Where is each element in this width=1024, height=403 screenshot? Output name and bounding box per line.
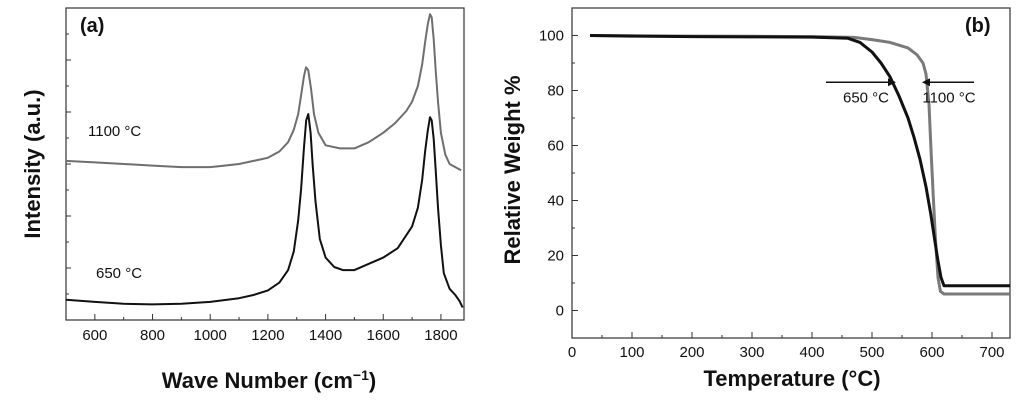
annotation-650c-a: 650 °C bbox=[96, 265, 142, 282]
panel-b-xtick-label: 400 bbox=[799, 344, 824, 361]
panel-b-frame bbox=[571, 7, 1011, 339]
panel-a-xlabel-main: Wave Number (cm bbox=[162, 368, 353, 393]
panel-b-series bbox=[589, 34, 1010, 296]
panel-b-xtick-label: 200 bbox=[679, 344, 704, 361]
panel-a-raman: 600 800 1000 1200 1400 1600 1800 (a) 1100 °C 6… bbox=[20, 7, 465, 393]
series-line bbox=[589, 34, 1010, 288]
arrow-650c-head bbox=[888, 78, 896, 87]
panel-a-label: (a) bbox=[80, 15, 104, 37]
panel-a-xtick-label: 1600 bbox=[367, 327, 400, 344]
panel-b-xlabel: Temperature (°C) bbox=[703, 366, 880, 391]
panel-a-xlabel-sup: −1 bbox=[353, 367, 369, 383]
panel-b-label: (b) bbox=[965, 15, 991, 37]
panel-b-ytick-label: 100 bbox=[539, 28, 564, 45]
panel-b-ylabel: Relative Weight % bbox=[500, 75, 525, 264]
panel-a-xtick-label: 600 bbox=[82, 327, 107, 344]
panel-b-xtick-label: 100 bbox=[619, 344, 644, 361]
panel-a-xtick-label: 800 bbox=[140, 327, 165, 344]
panel-b-ytick-label: 40 bbox=[547, 193, 564, 210]
panel-b-tga: 0 100 200 300 400 500 600 700 0 20 40 60 80 100 (b) 6… bbox=[500, 7, 1011, 391]
panel-b-xtick-label: 700 bbox=[979, 344, 1004, 361]
panel-b-arrows bbox=[826, 78, 974, 87]
annotation-1100c-a: 1100 °C bbox=[88, 123, 141, 140]
panel-a-xtick-label: 1200 bbox=[251, 327, 284, 344]
panel-a-ylabel: Intensity (a.u.) bbox=[20, 89, 45, 238]
series-line bbox=[65, 13, 462, 172]
annotation-650c-b: 650 °C bbox=[843, 89, 889, 106]
panel-a-xtick-label: 1800 bbox=[424, 327, 457, 344]
panel-a-xtick-label: 1400 bbox=[309, 327, 342, 344]
panel-a-xlabel: Wave Number (cm−1) bbox=[162, 367, 376, 393]
panel-b-xtick-label: 0 bbox=[568, 344, 576, 361]
panel-b-ytick-label: 0 bbox=[556, 303, 564, 320]
panel-a-series bbox=[65, 13, 464, 308]
series-line bbox=[589, 34, 1010, 296]
panel-b-xtick-label: 600 bbox=[919, 344, 944, 361]
panel-a-ticks: 600 800 1000 1200 1400 1600 1800 bbox=[66, 33, 458, 344]
panel-a-xtick-label: 1000 bbox=[194, 327, 227, 344]
panel-b-ytick-label: 20 bbox=[547, 248, 564, 265]
annotation-1100c-b: 1100 °C bbox=[922, 89, 975, 106]
panel-b-ticks: 0 100 200 300 400 500 600 700 0 20 40 60 80 100 bbox=[539, 7, 1005, 361]
arrow-1100c-head bbox=[922, 78, 930, 87]
panel-a-xlabel-suffix: ) bbox=[369, 368, 376, 393]
panel-b-xtick-label: 300 bbox=[739, 344, 764, 361]
panel-b-xtick-label: 500 bbox=[859, 344, 884, 361]
panel-b-ytick-label: 80 bbox=[547, 83, 564, 100]
panel-b-ytick-label: 60 bbox=[547, 138, 564, 155]
series-line bbox=[65, 113, 464, 308]
